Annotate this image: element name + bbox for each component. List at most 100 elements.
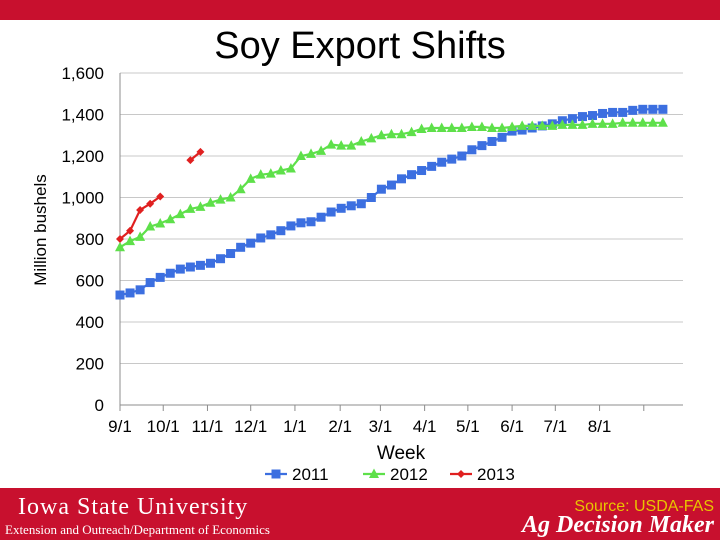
data-point-2011 (226, 249, 236, 259)
x-tick-label: 4/1 (413, 417, 437, 436)
data-point-2012 (326, 139, 337, 149)
data-point-2012 (155, 217, 166, 228)
data-point-2012 (346, 140, 357, 150)
y-axis-label: Million bushels (31, 174, 50, 286)
data-point-2011 (467, 145, 477, 155)
data-point-2012 (597, 118, 608, 128)
data-point-2011 (125, 288, 135, 298)
y-tick-label: 1,000 (61, 189, 104, 208)
data-point-2012 (406, 126, 417, 137)
data-point-2013 (156, 192, 165, 201)
data-point-2011 (306, 217, 316, 227)
data-point-2012 (446, 122, 457, 132)
legend-label: 2012 (390, 465, 428, 484)
legend-item-2012: 2012 (363, 465, 428, 484)
data-point-2011 (296, 218, 306, 228)
data-point-2011 (346, 201, 356, 211)
series-2012 (115, 117, 668, 252)
legend-marker (271, 469, 281, 479)
data-point-2012 (316, 145, 327, 155)
data-point-2012 (245, 173, 256, 183)
data-point-2011 (447, 154, 457, 164)
data-point-2011 (497, 132, 507, 142)
data-point-2011 (145, 278, 155, 288)
data-point-2011 (266, 230, 276, 240)
data-point-2012 (275, 165, 286, 175)
x-tick-label: 1/1 (283, 417, 307, 436)
data-point-2011 (397, 174, 406, 184)
data-point-2012 (165, 213, 176, 224)
data-point-2011 (165, 268, 175, 278)
y-tick-label: 400 (76, 313, 104, 332)
data-point-2012 (537, 120, 548, 130)
data-point-2012 (115, 241, 125, 252)
data-point-2011 (638, 104, 648, 114)
data-point-2011 (437, 157, 447, 167)
ag-decision-maker-logo: Ag Decision Maker (522, 512, 714, 538)
x-tick-label: 11/1 (192, 417, 224, 436)
data-point-2011 (246, 238, 256, 248)
data-point-2011 (175, 264, 185, 274)
data-point-2011 (316, 212, 326, 222)
data-point-2011 (236, 242, 246, 252)
data-point-2012 (356, 135, 367, 146)
data-point-2012 (577, 119, 588, 129)
data-point-2012 (145, 221, 156, 231)
x-tick-label: 9/1 (108, 417, 132, 436)
x-tick-label: 7/1 (543, 417, 567, 436)
university-wordmark: Iowa State University (18, 494, 249, 520)
data-point-2012 (255, 169, 266, 179)
data-point-2011 (326, 207, 336, 217)
data-point-2011 (276, 226, 286, 236)
data-point-2012 (456, 122, 467, 132)
data-point-2011 (487, 136, 497, 146)
data-point-2011 (457, 151, 467, 161)
data-point-2012 (497, 122, 508, 132)
data-point-2013 (126, 226, 135, 235)
data-point-2013 (146, 199, 155, 208)
legend-marker (369, 468, 379, 478)
data-point-2011 (588, 111, 598, 121)
data-point-2012 (215, 194, 226, 204)
y-tick-label: 600 (76, 272, 104, 291)
y-tick-label: 0 (95, 396, 104, 415)
data-point-2012 (527, 120, 538, 130)
data-point-2012 (426, 122, 437, 132)
data-point-2011 (216, 254, 226, 264)
legend-marker (457, 470, 465, 478)
x-axis-label: Week (377, 443, 426, 464)
data-point-2012 (416, 123, 427, 134)
data-point-2012 (336, 140, 347, 150)
x-tick-label: 8/1 (588, 417, 612, 436)
series-2013 (116, 147, 205, 243)
legend-item-2013: 2013 (450, 465, 515, 484)
export-chart: Million bushels Week 0 200 400 600 800 1,000 1… (31, 64, 683, 484)
data-point-2011 (618, 107, 628, 117)
data-point-2011 (356, 199, 366, 209)
data-point-2011 (407, 170, 417, 180)
data-point-2011 (598, 108, 608, 118)
data-point-2011 (185, 262, 195, 272)
data-point-2011 (366, 193, 376, 202)
data-point-2012 (195, 201, 206, 211)
data-point-2012 (125, 235, 136, 246)
data-point-2012 (466, 121, 477, 131)
data-point-2012 (647, 117, 658, 127)
data-point-2012 (285, 162, 296, 173)
data-point-2012 (557, 119, 568, 129)
data-point-2012 (306, 148, 317, 158)
data-point-2011 (658, 104, 668, 114)
data-point-2011 (608, 107, 618, 117)
data-point-2012 (386, 128, 397, 139)
data-point-2011 (286, 221, 296, 231)
data-point-2011 (517, 125, 527, 135)
data-point-2011 (417, 166, 427, 176)
data-point-2012 (225, 192, 236, 202)
x-tick-label: 3/1 (369, 417, 393, 436)
legend-label: 2013 (477, 465, 515, 484)
data-point-2011 (427, 161, 437, 171)
data-point-2012 (175, 208, 186, 219)
data-point-2012 (627, 117, 638, 127)
legend-label: 2011 (292, 465, 329, 484)
y-tick-label: 1,200 (61, 147, 104, 166)
